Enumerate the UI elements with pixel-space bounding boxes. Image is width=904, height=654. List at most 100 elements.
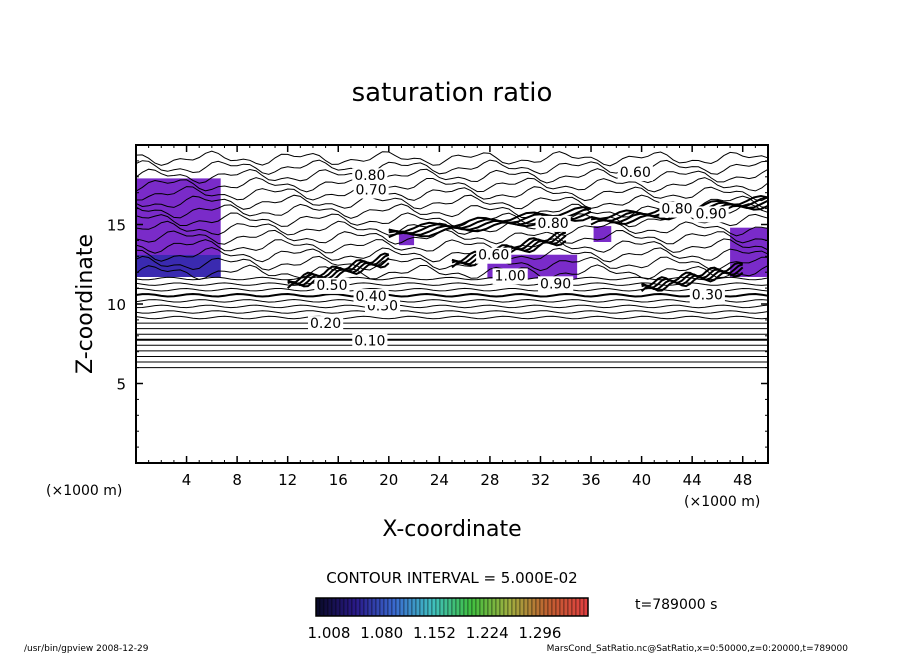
colorbar-cell — [407, 597, 413, 617]
contour-line-30 — [136, 150, 768, 167]
x-tick-label: 48 — [733, 471, 752, 489]
colorbar-cell — [495, 597, 501, 617]
colorbar-cell — [455, 597, 461, 617]
colorbar-cell — [363, 597, 369, 617]
colorbar-cell — [339, 597, 345, 617]
time-label: t=789000 s — [635, 597, 717, 613]
colorbar-cell — [427, 597, 433, 617]
contour-label-bg — [476, 247, 512, 264]
contour-label-bg — [535, 215, 571, 232]
x-tick-label: 12 — [278, 471, 297, 489]
colorbar-cell — [559, 597, 565, 617]
contour-label: 0.20 — [310, 316, 341, 332]
colorbar-cell — [355, 597, 361, 617]
contour-label-bg — [314, 277, 350, 294]
contour-line-21 — [136, 229, 768, 245]
x-tick-label: 28 — [480, 471, 499, 489]
colorbar-cell — [483, 597, 489, 617]
contour-label-bg — [492, 268, 528, 285]
colorbar-cell — [367, 597, 373, 617]
x-unit-left: (×1000 m) — [46, 483, 122, 499]
colorbar-cell — [403, 597, 409, 617]
contour-line-10 — [136, 310, 768, 314]
front-contour-3-3 — [287, 252, 390, 284]
supersaturated-region-4 — [593, 226, 612, 242]
colorbar-cell — [319, 597, 325, 617]
contour-label-bg — [538, 276, 574, 293]
colorbar-tick-label: 1.080 — [360, 624, 403, 642]
contour-interval-label: CONTOUR INTERVAL = 5.000E-02 — [326, 569, 577, 587]
contour-line-26 — [136, 185, 768, 202]
colorbar-cell — [459, 597, 465, 617]
colorbar-cell — [387, 597, 393, 617]
contour-label: 0.80 — [661, 202, 692, 218]
contour-label-bg — [352, 333, 388, 350]
colorbar-cell — [479, 597, 485, 617]
colorbar-tick-label: 1.296 — [519, 624, 562, 642]
colorbar-cell — [463, 597, 469, 617]
x-tick-label: 44 — [683, 471, 702, 489]
x-tick-label: 36 — [581, 471, 600, 489]
contour-line-17 — [136, 264, 768, 281]
colorbar-cell — [419, 597, 425, 617]
x-tick-label: 20 — [379, 471, 398, 489]
colorbar-cell — [491, 597, 497, 617]
colorbar-cell — [571, 597, 577, 617]
contour-label-bg — [693, 206, 729, 223]
colorbar-cell — [527, 597, 533, 617]
colorbar-tick-label: 1.224 — [466, 624, 509, 642]
colorbar-cell — [523, 597, 529, 617]
x-tick-label: 8 — [232, 471, 242, 489]
y-axis-label: Z-coordinate — [73, 234, 98, 374]
colorbar-cell — [415, 597, 421, 617]
contour-line-23 — [136, 212, 768, 228]
colorbar-cell — [379, 597, 385, 617]
contour-line-18 — [136, 255, 768, 272]
colorbar-cell — [579, 597, 585, 617]
contour-label: 1.00 — [495, 268, 526, 284]
colorbar-cell — [543, 597, 549, 617]
contour-line-29 — [136, 159, 768, 175]
colorbar-cell — [531, 597, 537, 617]
y-axis: 5 10 15 — [107, 160, 768, 448]
colorbar-cell — [435, 597, 441, 617]
contour-label-bg — [689, 287, 725, 304]
front-contour-0-3 — [388, 206, 592, 233]
x-tick-label: 32 — [531, 471, 550, 489]
contour-label: 0.40 — [356, 289, 387, 305]
colorbar-cell — [487, 597, 493, 617]
colorbar-cell — [359, 597, 365, 617]
colorbar-cell — [547, 597, 553, 617]
x-tick-label: 16 — [329, 471, 348, 489]
colorbar-tick-label: 1.152 — [413, 624, 456, 642]
colorbar-cell — [515, 597, 521, 617]
colorbar-cell — [551, 597, 557, 617]
colorbar-cell — [347, 597, 353, 617]
colorbar-cell — [351, 597, 357, 617]
contour-label-bg — [353, 289, 389, 306]
colorbar-cell — [519, 597, 525, 617]
contour-label-bg — [659, 201, 695, 218]
colorbar-tick-label: 1.008 — [308, 624, 351, 642]
contour-label-bg — [353, 182, 389, 199]
contour-line-13 — [136, 292, 768, 298]
colorbar-cell — [539, 597, 545, 617]
contour-line-12 — [136, 298, 768, 303]
colorbar-cell — [391, 597, 397, 617]
colorbar-cell — [555, 597, 561, 617]
contour-label: 0.90 — [540, 276, 571, 292]
colorbar-frame — [315, 597, 589, 617]
x-axis: 4 8 12 16 20 24 28 32 36 40 44 48 — [148, 145, 756, 489]
footer-left: /usr/bin/gpview 2008-12-29 — [24, 644, 149, 654]
colorbar-cell — [335, 597, 341, 617]
colorbar-cell — [395, 597, 401, 617]
colorbar-cell — [375, 597, 381, 617]
colorbar-cell — [467, 597, 473, 617]
contour-line-19 — [136, 246, 768, 263]
colorbar-cell — [383, 597, 389, 617]
colorbar-cell — [471, 597, 477, 617]
x-tick-label: 4 — [182, 471, 192, 489]
y-tick-label: 5 — [116, 376, 126, 394]
x-tick-label: 40 — [632, 471, 651, 489]
